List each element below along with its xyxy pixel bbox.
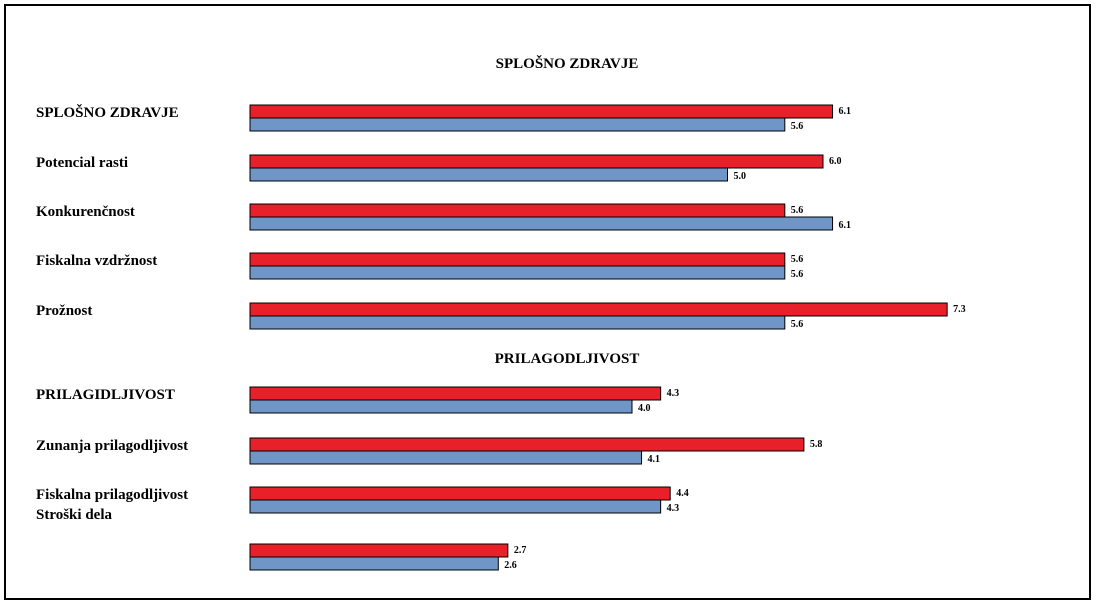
category-label: Fiskalna prilagodljivost <box>36 487 188 503</box>
bar-series-a <box>249 104 834 119</box>
data-label: 5.6 <box>791 254 804 265</box>
data-label: 5.6 <box>791 269 804 280</box>
section-title: SPLOŠNO ZDRAVJE <box>496 55 639 72</box>
category-label: SPLOŠNO ZDRAVJE <box>36 104 179 121</box>
bar-series-a <box>249 302 948 317</box>
data-label: 2.6 <box>504 560 517 571</box>
data-label: 6.1 <box>839 220 852 231</box>
bar-series-b <box>249 216 834 231</box>
category-label: Konkurenčnost <box>36 204 135 220</box>
data-label: 5.6 <box>791 205 804 216</box>
bar-series-b <box>249 450 643 465</box>
category-label: Potencial rasti <box>36 155 128 171</box>
data-label: 5.6 <box>791 121 804 132</box>
category-label: Stroški dela <box>36 507 112 523</box>
data-label: 5.8 <box>810 439 823 450</box>
bar-series-b <box>249 265 786 280</box>
data-label: 7.3 <box>953 304 966 315</box>
data-label: 4.4 <box>676 488 689 499</box>
chart: SPLOŠNO ZDRAVJE SPLOŠNO ZDRAVJE 6.1 5.6 Pote… <box>36 55 966 571</box>
section-title: PRILAGODLJIVOST <box>495 351 640 367</box>
data-label: 4.0 <box>638 403 651 414</box>
data-label: 6.0 <box>829 156 842 167</box>
bar-series-b <box>249 399 633 414</box>
bar-series-a <box>249 203 786 218</box>
bar-series-a <box>249 252 786 267</box>
category-label: Zunanja prilagodljivost <box>36 438 188 454</box>
bar-series-b <box>249 315 786 330</box>
bar-series-a <box>249 543 509 558</box>
data-label: 6.1 <box>839 106 852 117</box>
data-label: 5.0 <box>734 171 747 182</box>
data-label: 5.6 <box>791 319 804 330</box>
chart-frame: SPLOŠNO ZDRAVJE SPLOŠNO ZDRAVJE 6.1 5.6 Pote… <box>4 4 1091 600</box>
bar-series-a <box>249 386 662 401</box>
bar-series-b <box>249 499 662 514</box>
category-label: PRILAGIDLJIVOST <box>36 387 175 403</box>
data-label: 4.1 <box>648 454 661 465</box>
data-label: 4.3 <box>667 503 680 514</box>
bar-series-a <box>249 437 805 452</box>
bar-series-a <box>249 486 671 501</box>
category-label: Fiskalna vzdržnost <box>36 253 157 269</box>
data-label: 4.3 <box>667 388 680 399</box>
bar-series-b <box>249 117 786 132</box>
category-label: Prožnost <box>36 303 92 319</box>
bar-series-a <box>249 154 824 169</box>
bar-series-b <box>249 167 728 182</box>
bar-series-b <box>249 556 499 571</box>
data-label: 2.7 <box>514 545 527 556</box>
